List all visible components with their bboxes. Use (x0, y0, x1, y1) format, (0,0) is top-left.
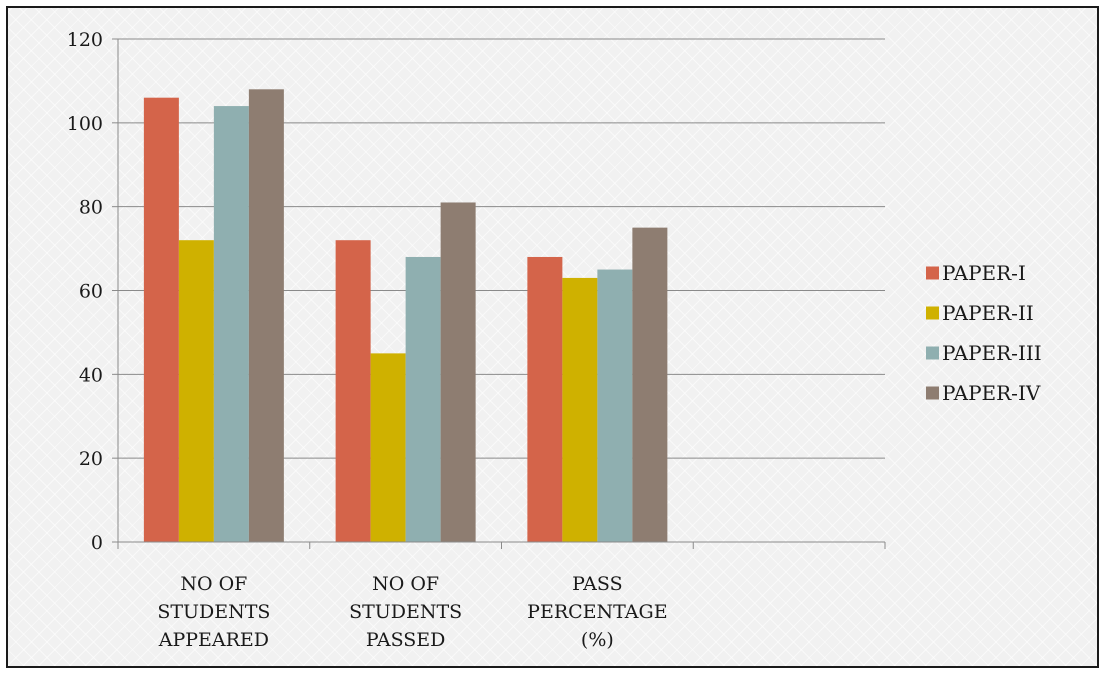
legend-label: PAPER-II (942, 301, 1034, 325)
y-tick-label: 80 (79, 197, 103, 219)
bar-paper-iv-cat-2 (632, 227, 668, 542)
y-tick-label: 0 (91, 532, 103, 554)
bar-paper-ii-cat-0 (178, 240, 214, 542)
bar-paper-i-cat-0 (143, 97, 179, 542)
x-category-label: APPEARED (158, 629, 269, 651)
legend-label: PAPER-IV (942, 381, 1041, 405)
x-category-label: PERCENTAGE (527, 601, 667, 623)
x-category-label: (%) (581, 629, 614, 651)
bars (143, 89, 668, 543)
x-category-label: STUDENTS (349, 601, 462, 623)
legend-label: PAPER-III (942, 341, 1042, 365)
legend-swatch (926, 386, 939, 400)
x-category-label: STUDENTS (157, 601, 270, 623)
axes (112, 38, 886, 549)
x-category-label: NO OF (372, 573, 439, 595)
legend-swatch (926, 346, 939, 360)
x-category-label: PASS (572, 573, 622, 595)
bar-paper-i-cat-1 (335, 240, 371, 542)
x-category-label: PASSED (366, 629, 446, 651)
legend-label: PAPER-I (942, 261, 1026, 285)
y-tick-label: 40 (79, 364, 103, 386)
legend: PAPER-I PAPER-II PAPER-III PAPER-IV (926, 261, 1042, 405)
legend-swatch (926, 306, 939, 320)
bar-paper-iii-cat-0 (213, 106, 249, 543)
legend-swatch (926, 266, 939, 280)
x-category-label: NO OF (180, 573, 247, 595)
y-tick-label: 60 (79, 281, 103, 303)
y-tick-labels: 0 20 40 60 80 100 120 (67, 29, 103, 554)
y-tick-label: 100 (67, 113, 103, 135)
bar-paper-iv-cat-1 (440, 202, 476, 542)
bar-paper-ii-cat-2 (562, 277, 598, 542)
bar-paper-iii-cat-1 (405, 256, 441, 542)
chart-frame: 0 20 40 60 80 100 120 NO OF STUDENTS APPEARED NO … (6, 6, 1099, 668)
x-category-labels: NO OF STUDENTS APPEARED NO OF STUDENTS PASSED… (157, 573, 667, 651)
y-tick-label: 20 (79, 448, 103, 470)
bar-paper-iii-cat-2 (597, 269, 633, 542)
y-tick-label: 120 (67, 29, 103, 51)
bar-paper-ii-cat-1 (370, 353, 406, 542)
bar-paper-i-cat-2 (527, 256, 563, 542)
bar-paper-iv-cat-0 (248, 89, 284, 543)
